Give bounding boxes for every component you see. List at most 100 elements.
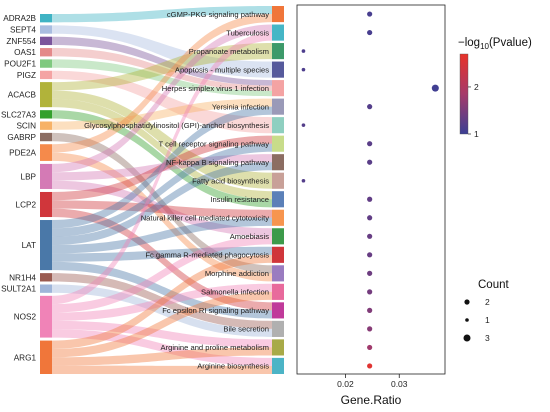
gene-label-oas1: OAS1 [14, 48, 36, 57]
pathway-node-apoptosis-multiple-species [272, 61, 284, 78]
link-lbp-to-nf-kappa-b-signaling-pathway [52, 154, 272, 181]
link-pde2a-to-morphine-addiction [52, 152, 272, 282]
dot-points [301, 11, 439, 369]
pathway-node-cgmp-pkg-signaling-pathway [272, 6, 284, 23]
pathway-label-fc-epsilon-ri-signaling-pathway: Fc epsilon RI signaling pathway [162, 306, 269, 315]
link-arg1-to-salmonella-infection [52, 291, 272, 358]
gene-node-lcp2 [40, 191, 52, 218]
gene-label-acacb: ACACB [8, 91, 37, 100]
pathway-label-fatty-acid-biosynthesis: Fatty acid biosynthesis [192, 177, 269, 186]
pathway-label-natural-killer-cell-mediated-cytotoxicity: Natural killer cell mediated cytotoxicit… [141, 214, 269, 223]
dot-morphine-addiction [367, 270, 373, 276]
link-pou2f1-to-herpes-simplex-virus-1-infection [52, 59, 272, 97]
color-legend-title-rest: (Pvalue) [489, 37, 532, 49]
pathway-node-fc-gamma-r-mediated-phagocytosis [272, 246, 284, 263]
size-legend-label-2: 2 [485, 297, 490, 307]
pathway-label-tuberculosis: Tuberculosis [226, 28, 269, 37]
pathway-node-salmonella-infection [272, 283, 284, 300]
link-slc27a3-to-insulin-resistance [52, 110, 272, 208]
gene-node-lbp [40, 163, 52, 189]
link-lcp2-to-fc-epsilon-ri-signaling-pathway [52, 208, 272, 311]
link-lat-to-fc-epsilon-ri-signaling-pathway [52, 261, 272, 319]
gene-label-pou2f1: POU2F1 [4, 60, 36, 69]
link-nr1h4-to-bile-secretion [52, 273, 272, 329]
gene-label-nr1h4: NR1H4 [9, 273, 36, 282]
dot-fatty-acid-biosynthesis [301, 178, 306, 183]
gene-label-lat: LAT [22, 241, 36, 250]
gene-node-acacb [40, 82, 52, 108]
pathway-node-amoebiasis [272, 228, 284, 245]
link-lbp-to-amoebiasis [52, 180, 272, 237]
pathway-node-herpes-simplex-virus-1-infection [272, 80, 284, 97]
pathway-node-t-cell-receptor-signaling-pathway [272, 135, 284, 152]
pathway-label-yersinia-infection: Yersinia infection [212, 102, 269, 111]
gene-node-sept4 [40, 25, 52, 34]
link-lat-to-natural-killer-cell-mediated-cytotoxicity [52, 217, 272, 254]
pathway-label-cgmp-pkg-signaling-pathway: cGMP-PKG signaling pathway [167, 10, 269, 19]
link-lat-to-nf-kappa-b-signaling-pathway [52, 162, 272, 246]
dot-arginine-and-proline-metabolism [367, 344, 373, 351]
pathway-label-insulin-resistance: Insulin resistance [210, 195, 269, 204]
gene-label-lbp: LBP [21, 172, 37, 181]
gene-label-scin: SCIN [16, 122, 36, 131]
dot-natural-killer-cell-mediated-cytotoxicity [367, 215, 373, 221]
pathway-label-morphine-addiction: Morphine addiction [205, 269, 269, 278]
x-axis: Gene.Ratio 0.02 0.03 [337, 374, 408, 407]
link-lat-to-fc-gamma-r-mediated-phagocytosis [52, 246, 272, 262]
size-legend-label-3: 3 [485, 333, 490, 343]
link-arg1-to-arginine-biosynthesis [52, 365, 272, 374]
pathway-label-amoebiasis: Amoebiasis [230, 232, 269, 241]
pathway-node-arginine-biosynthesis [272, 357, 284, 374]
pathway-nodes: cGMP-PKG signaling pathway Tuberculosis Pr… [84, 6, 284, 374]
gene-node-oas1 [40, 48, 52, 57]
pathway-label-arginine-biosynthesis: Arginine biosynthesis [197, 362, 269, 371]
color-legend-tick-label-1: 1 [474, 129, 479, 139]
gene-node-sult2a1 [40, 284, 52, 293]
pathway-node-fatty-acid-biosynthesis [272, 172, 284, 189]
link-adra2b-to-cgmp-pkg-signaling-pathway [52, 6, 272, 23]
link-arg1-to-arginine-and-proline-metabolism [52, 347, 272, 366]
dot-salmonella-infection [367, 289, 373, 295]
link-pde2a-to-cgmp-pkg-signaling-pathway [52, 14, 272, 153]
pathway-node-nf-kappa-b-signaling-pathway [272, 154, 284, 171]
link-znf554-to-herpes-simplex-virus-1-infection [52, 36, 272, 86]
legends: −log10(Pvalue) Count 1 2 2 1 3 [458, 37, 532, 343]
color-legend-title: −log10(Pvalue) [458, 37, 532, 51]
link-lat-to-yersinia-infection [52, 106, 272, 229]
dot-nf-kappa-b-signaling-pathway [367, 159, 373, 165]
link-lbp-to-tuberculosis [52, 24, 272, 173]
link-sept4-to-apoptosis-multiple-species [52, 25, 272, 78]
pathway-node-propanoate-metabolism [272, 43, 284, 60]
gene-label-sult2a1: SULT2A1 [1, 285, 36, 294]
plot-frame [296, 4, 446, 375]
pathway-label-t-cell-receptor-signaling-pathway: T cell receptor signaling pathway [159, 140, 270, 149]
pathway-node-yersinia-infection [272, 98, 284, 115]
dot-apoptosis-multiple-species [301, 67, 306, 72]
dot-amoebiasis [367, 233, 373, 239]
gene-label-gabrp: GABRP [7, 133, 36, 142]
dot-glycosylphosphatidylinositol-gpi-anchor-biosynthesis [301, 123, 306, 127]
link-nos2-to-amoebiasis [52, 236, 272, 313]
pathway-label-nf-kappa-b-signaling-pathway: NF-kappa B signaling pathway [166, 158, 269, 167]
gene-node-gabrp [40, 132, 52, 142]
pathway-node-natural-killer-cell-mediated-cytotoxicity [272, 209, 284, 226]
dot-arginine-biosynthesis [367, 363, 373, 369]
gene-node-nr1h4 [40, 273, 52, 282]
gene-label-slc27a3: SLC27A3 [1, 110, 36, 119]
pathway-label-arginine-and-proline-metabolism: Arginine and proline metabolism [161, 343, 269, 352]
link-scin-to-yersinia-infection [52, 98, 272, 130]
link-nos2-to-arginine-and-proline-metabolism [52, 320, 272, 348]
gene-node-lat [40, 220, 52, 271]
link-lat-to-t-cell-receptor-signaling-pathway [52, 143, 272, 237]
dot-yersinia-infection [367, 104, 373, 110]
gene-node-pigz [40, 70, 52, 80]
gene-node-arg1 [40, 340, 52, 374]
dot-tuberculosis [367, 29, 373, 36]
x-tick-label-0-03: 0.03 [391, 379, 408, 389]
dot-fc-epsilon-ri-signaling-pathway [367, 307, 373, 313]
size-legend-dot-1 [465, 318, 469, 322]
gene-label-adra2b: ADRA2B [3, 14, 36, 23]
gene-label-arg1: ARG1 [14, 353, 37, 362]
pathway-node-arginine-and-proline-metabolism [272, 339, 284, 356]
